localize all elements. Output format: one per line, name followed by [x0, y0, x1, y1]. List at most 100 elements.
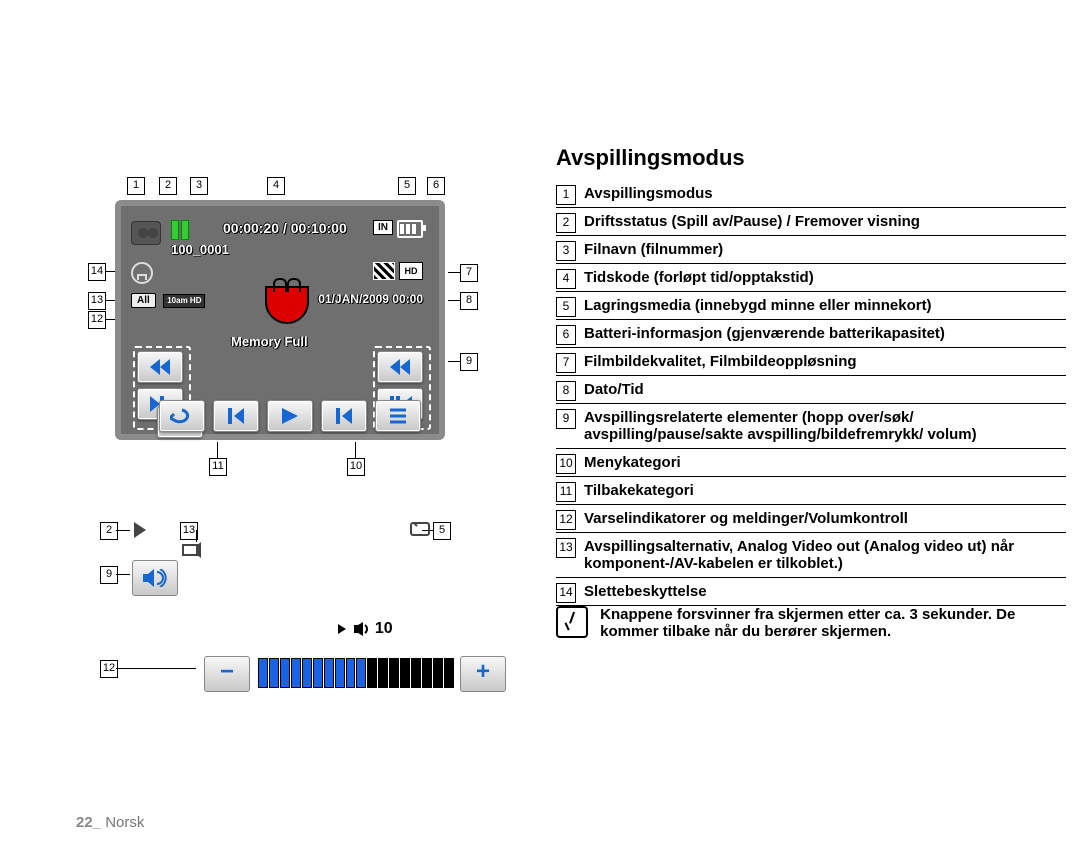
page-lang: Norsk [101, 814, 144, 831]
legend-row: 4Tidskode (forløpt tid/opptakstid) [556, 264, 1066, 292]
leader [196, 530, 197, 542]
play-small-icon [132, 522, 148, 538]
legend-num: 12 [556, 510, 576, 530]
legend-row: 9Avspillingsrelaterte elementer (hopp ov… [556, 404, 1066, 449]
leader [116, 668, 196, 669]
playback-mode-icon [131, 221, 161, 245]
callout-9: 9 [460, 353, 478, 371]
legend-num: 6 [556, 325, 576, 345]
volume-up-button[interactable]: + [460, 656, 506, 692]
callout-12: 12 [88, 311, 106, 329]
avout-small-icon [182, 542, 202, 558]
timecode: 00:00:20 / 00:10:00 [223, 220, 347, 236]
message-label: Memory Full [231, 334, 308, 349]
protect-icon [131, 262, 153, 284]
skip-fwd-button[interactable] [377, 351, 423, 383]
legend-num: 5 [556, 297, 576, 317]
legend-num: 11 [556, 482, 576, 502]
legend-num: 13 [556, 538, 576, 558]
analog-out-badge: 10am HD [163, 294, 205, 308]
legend-row: 14 Slettebeskyttelse [556, 578, 1066, 606]
volume-value: 10 [338, 620, 393, 638]
volume-diagram: 2 13 5 9 12 10 − + [100, 520, 450, 690]
callout-6: 6 [427, 177, 445, 195]
frame-back-button[interactable] [213, 400, 259, 432]
volume-bar [258, 658, 454, 688]
back-button[interactable] [159, 400, 205, 432]
callout-3: 3 [190, 177, 208, 195]
legend-text: Varselindikatorer og meldinger/Volumkont… [584, 510, 908, 527]
legend-row: 13Avspillingsalternativ, Analog Video ou… [556, 533, 1066, 578]
legend-row: 8 Dato/Tid [556, 376, 1066, 404]
callout-8: 8 [460, 292, 478, 310]
datetime-label: 01/JAN/2009 00:00 [318, 292, 423, 306]
legend-num: 3 [556, 241, 576, 261]
leader [355, 442, 356, 458]
legend-row: 7Filmbildekvalitet, Filmbildeoppløsning [556, 348, 1066, 376]
legend-row: 11 Tilbakekategori [556, 477, 1066, 505]
legend-text: Menykategori [584, 454, 681, 471]
legend-num: 1 [556, 185, 576, 205]
legend-num: 14 [556, 583, 576, 603]
legend-list: 1 Avspillingsmodus 2 Driftsstatus (Spill av… [556, 180, 1066, 606]
volume-number: 10 [375, 620, 393, 637]
storage-badge: IN [373, 220, 393, 235]
callout-11: 11 [209, 458, 227, 476]
note-text: Knappene forsvinner fra skjermen etter c… [600, 606, 1060, 640]
callout-5: 5 [398, 177, 416, 195]
skip-back-button[interactable] [137, 351, 183, 383]
leader [448, 361, 460, 362]
mini-c12: 12 [100, 660, 118, 678]
card-small-icon [410, 522, 432, 536]
legend-num: 2 [556, 213, 576, 233]
legend-text: Filmbildekvalitet, Filmbildeoppløsning [584, 353, 857, 370]
volume-button[interactable] [132, 560, 178, 596]
callout-14: 14 [88, 263, 106, 281]
legend-row: 12 Varselindikatorer og meldinger/Volumko… [556, 505, 1066, 533]
section-title: Avspillingsmodus [556, 145, 745, 171]
legend-num: 10 [556, 454, 576, 474]
mini-c5: 5 [433, 522, 451, 540]
legend-text: Tidskode (forløpt tid/opptakstid) [584, 269, 814, 286]
battery-icon [397, 220, 423, 238]
callout-7: 7 [460, 264, 478, 282]
legend-text: Avspillingsmodus [584, 185, 713, 202]
legend-num: 9 [556, 409, 576, 429]
note-block: Knappene forsvinner fra skjermen etter c… [556, 606, 1066, 640]
legend-text: Slettebeskyttelse [584, 583, 707, 600]
play-option-badge: All [131, 293, 156, 308]
quality-icon [373, 262, 395, 280]
leader [116, 574, 130, 575]
page: Avspillingsmodus 1 Avspillingsmodus 2 Drift… [0, 0, 1080, 866]
playback-screen: 00:00:20 / 00:10:00 IN 100_0001 HD All 1… [115, 200, 445, 440]
hd-badge: HD [399, 262, 423, 280]
legend-text: Dato/Tid [584, 381, 644, 398]
filename-label: 100_0001 [171, 242, 229, 257]
leader [448, 300, 460, 301]
leader [448, 272, 460, 273]
legend-row: 1 Avspillingsmodus [556, 180, 1066, 208]
leader [116, 530, 130, 531]
legend-text: Tilbakekategori [584, 482, 694, 499]
callout-1: 1 [127, 177, 145, 195]
warning-icon [265, 286, 309, 324]
play-button[interactable] [267, 400, 313, 432]
callout-10: 10 [347, 458, 365, 476]
leader [217, 442, 218, 458]
pencil-note-icon [556, 606, 588, 638]
legend-text: Filnavn (filnummer) [584, 241, 723, 258]
mini-c2: 2 [100, 522, 118, 540]
volume-down-button[interactable]: − [204, 656, 250, 692]
legend-row: 10 Menykategori [556, 449, 1066, 477]
frame-fwd-button[interactable] [321, 400, 367, 432]
callout-4: 4 [267, 177, 285, 195]
legend-text: Batteri-informasjon (gjenværende batteri… [584, 325, 945, 342]
legend-num: 8 [556, 381, 576, 401]
legend-row: 5Lagringsmedia (innebygd minne eller min… [556, 292, 1066, 320]
mini-c9: 9 [100, 566, 118, 584]
legend-text: Driftsstatus (Spill av/Pause) / Fremover… [584, 213, 920, 230]
menu-button[interactable] [375, 400, 421, 432]
callout-13: 13 [88, 292, 106, 310]
page-footer: 22_ Norsk [76, 814, 144, 831]
callout-2: 2 [159, 177, 177, 195]
